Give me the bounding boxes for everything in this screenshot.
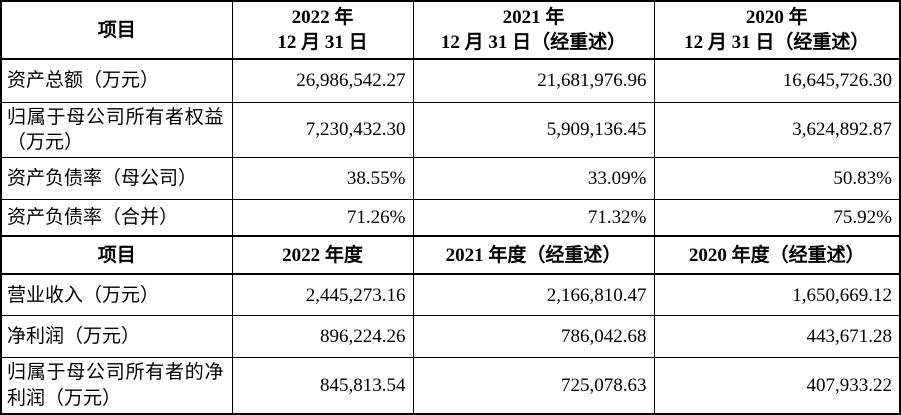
cell-value: 407,933.22 bbox=[653, 356, 901, 415]
col-header-fy2021-restated: 2021 年度（经重述） bbox=[412, 235, 655, 276]
cell-value: 50.83% bbox=[653, 156, 901, 200]
row-label-parent-equity: 归属于母公司所有者权益（万元） bbox=[0, 101, 233, 158]
cell-value: 16,645,726.30 bbox=[653, 58, 901, 103]
item-column-header: 项目 bbox=[0, 0, 233, 61]
cell-value: 2,445,273.16 bbox=[231, 273, 414, 316]
cell-value: 5,909,136.45 bbox=[412, 101, 655, 158]
table-row: 资产负债率（合并） 71.26% 71.32% 75.92% bbox=[0, 198, 901, 237]
table-row: 净利润（万元） 896,224.26 786,042.68 443,671.28 bbox=[0, 314, 901, 358]
cell-value: 71.32% bbox=[412, 198, 655, 237]
cell-value: 845,813.54 bbox=[231, 356, 414, 415]
cell-value: 26,986,542.27 bbox=[231, 58, 414, 103]
row-label-operating-revenue: 营业收入（万元） bbox=[0, 273, 233, 316]
col-header-2021-12-31-restated: 2021 年 12 月 31 日（经重述） bbox=[412, 0, 655, 61]
cell-value: 7,230,432.30 bbox=[231, 101, 414, 158]
cell-value: 38.55% bbox=[231, 156, 414, 200]
row-label-net-profit: 净利润（万元） bbox=[0, 314, 233, 358]
cell-value: 71.26% bbox=[231, 198, 414, 237]
row-label-debt-ratio-parent: 资产负债率（母公司） bbox=[0, 156, 233, 200]
col-header-2022-12-31: 2022 年 12 月 31 日 bbox=[231, 0, 414, 61]
cell-value: 896,224.26 bbox=[231, 314, 414, 358]
table-row: 归属于母公司所有者权益（万元） 7,230,432.30 5,909,136.4… bbox=[0, 101, 901, 158]
row-label-debt-ratio-consolidated: 资产负债率（合并） bbox=[0, 198, 233, 237]
table-row: 营业收入（万元） 2,445,273.16 2,166,810.47 1,650… bbox=[0, 273, 901, 316]
cell-value: 33.09% bbox=[412, 156, 655, 200]
cell-value: 443,671.28 bbox=[653, 314, 901, 358]
item-column-header: 项目 bbox=[0, 235, 233, 276]
table-row: 资产负债率（母公司） 38.55% 33.09% 50.83% bbox=[0, 156, 901, 200]
table-row: 归属于母公司所有者的净利润（万元） 845,813.54 725,078.63 … bbox=[0, 356, 901, 415]
col-header-fy2022: 2022 年度 bbox=[231, 235, 414, 276]
cell-value: 1,650,669.12 bbox=[653, 273, 901, 316]
cell-value: 21,681,976.96 bbox=[412, 58, 655, 103]
row-label-total-assets: 资产总额（万元） bbox=[0, 58, 233, 103]
col-header-2020-12-31-restated: 2020 年 12 月 31 日（经重述） bbox=[653, 0, 901, 61]
cell-value: 725,078.63 bbox=[412, 356, 655, 415]
income-statement-header-row: 项目 2022 年度 2021 年度（经重述） 2020 年度（经重述） bbox=[0, 235, 901, 276]
cell-value: 75.92% bbox=[653, 198, 901, 237]
cell-value: 2,166,810.47 bbox=[412, 273, 655, 316]
balance-sheet-header-row: 项目 2022 年 12 月 31 日 2021 年 12 月 31 日（经重述… bbox=[0, 0, 901, 61]
row-label-net-profit-parent: 归属于母公司所有者的净利润（万元） bbox=[0, 356, 233, 415]
table-row: 资产总额（万元） 26,986,542.27 21,681,976.96 16,… bbox=[0, 58, 901, 103]
cell-value: 786,042.68 bbox=[412, 314, 655, 358]
cell-value: 3,624,892.87 bbox=[653, 101, 901, 158]
col-header-fy2020-restated: 2020 年度（经重述） bbox=[653, 235, 901, 276]
